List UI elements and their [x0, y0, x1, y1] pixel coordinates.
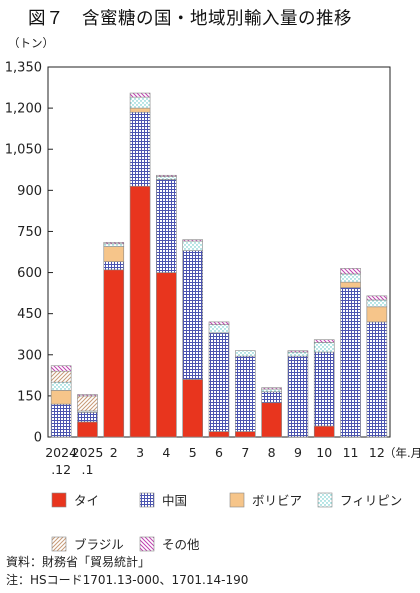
y-tick-label: 1,350 — [5, 61, 42, 76]
x-tick-label: 2025 — [72, 445, 104, 460]
bar-philippines — [261, 388, 282, 393]
bar-china — [208, 332, 230, 432]
bar-thailand — [313, 425, 335, 438]
x-tick-label: 8 — [268, 445, 276, 460]
source-note: 資料：財務省「貿易統計」 — [6, 555, 151, 569]
x-tick-label: 9 — [294, 445, 302, 460]
legend-label-china: 中国 — [162, 493, 187, 508]
bar-thailand — [156, 272, 177, 438]
y-tick-label: 1,200 — [5, 102, 42, 117]
x-tick-label: 7 — [241, 445, 249, 460]
bar-china — [340, 287, 361, 438]
legend-swatch-philippines — [317, 492, 333, 508]
bar-other — [156, 174, 177, 177]
bar-bolivia — [103, 246, 125, 262]
bar-other — [366, 295, 388, 301]
bar-other — [103, 242, 125, 245]
legend-label-thailand: タイ — [74, 493, 99, 508]
bar-china — [50, 403, 72, 438]
bar-philippines — [103, 243, 125, 247]
bar-brazil — [50, 370, 72, 383]
y-tick-label: 150 — [17, 389, 42, 404]
legend-swatch-bolivia — [229, 492, 245, 508]
bar-china — [366, 321, 388, 438]
bar-other — [182, 239, 203, 242]
legend-swatch-other — [139, 536, 155, 552]
y-tick-label: 450 — [17, 307, 42, 322]
bar-china — [156, 179, 177, 273]
x-axis-unit-label: （年.月） — [384, 446, 420, 460]
bar-brazil — [77, 395, 98, 412]
bar-bolivia — [340, 281, 361, 288]
bar-china — [77, 412, 98, 423]
y-axis-unit-label: （トン） — [8, 36, 54, 50]
y-tick-label: 300 — [17, 348, 42, 363]
y-tick-label: 750 — [17, 225, 42, 240]
bar-other — [208, 321, 230, 325]
x-tick-label: 11 — [343, 445, 359, 460]
bar-thailand — [182, 379, 203, 438]
legend-label-bolivia: ボリビア — [252, 493, 302, 508]
hs-code-note: 注：HSコード1701.13-000、1701.14-190 — [6, 573, 249, 587]
bar-other — [261, 387, 282, 390]
x-tick-label: 3 — [136, 445, 144, 460]
x-tick-label: 12 — [369, 445, 385, 460]
bar-philippines — [366, 299, 388, 308]
bar-china — [103, 261, 125, 271]
bar-philippines — [208, 324, 230, 334]
bar-other — [313, 339, 335, 343]
legend-swatch-china — [139, 492, 155, 508]
y-tick-label: 900 — [17, 184, 42, 199]
bar-bolivia — [129, 107, 151, 113]
x-tick-label: 6 — [215, 445, 223, 460]
bar-philippines — [156, 176, 177, 180]
bar-china — [313, 351, 335, 427]
bar-other — [340, 268, 361, 275]
x-tick-label: 5 — [189, 445, 197, 460]
bar-china — [235, 355, 256, 432]
bar-thailand — [261, 402, 282, 438]
legend-swatch-thailand — [51, 492, 67, 508]
legend-label-other: その他 — [162, 537, 200, 552]
x-tick-label: 4 — [162, 445, 170, 460]
x-tick-label-sub: .1 — [81, 462, 93, 477]
bar-philippines — [313, 342, 335, 353]
bar-other — [129, 92, 151, 98]
bar-thailand — [235, 431, 256, 438]
bar-philippines — [235, 350, 256, 357]
x-tick-label-sub: .12 — [51, 462, 71, 477]
bar-philippines — [129, 96, 151, 109]
bar-china — [129, 111, 151, 187]
bar-thailand — [77, 421, 98, 438]
legend-label-brazil: ブラジル — [74, 537, 124, 552]
bar-bolivia — [366, 306, 388, 323]
bar-thailand — [103, 269, 125, 438]
bar-china — [182, 250, 203, 380]
bar-philippines — [287, 351, 309, 357]
bar-thailand — [208, 431, 230, 438]
y-tick-label: 600 — [17, 266, 42, 281]
x-tick-label: 10 — [316, 445, 332, 460]
bar-other — [77, 394, 98, 397]
y-tick-label: 1,050 — [5, 143, 42, 158]
bar-philippines — [182, 240, 203, 251]
legend-label-philippines: フィリピン — [340, 493, 402, 508]
bar-other — [50, 365, 72, 372]
bar-other — [287, 350, 309, 353]
x-tick-label: 2024 — [45, 445, 77, 460]
bar-philippines — [50, 381, 72, 391]
y-tick-label: 0 — [34, 431, 42, 446]
bar-thailand — [129, 185, 151, 438]
bar-philippines — [340, 273, 361, 283]
legend-swatch-brazil — [51, 536, 67, 552]
bar-bolivia — [50, 390, 72, 405]
bar-china — [261, 391, 282, 404]
bar-china — [287, 355, 309, 438]
x-tick-label: 2 — [110, 445, 118, 460]
chart-title: 図７ 含蜜糖の国・地域別輸入量の推移 — [28, 9, 352, 29]
